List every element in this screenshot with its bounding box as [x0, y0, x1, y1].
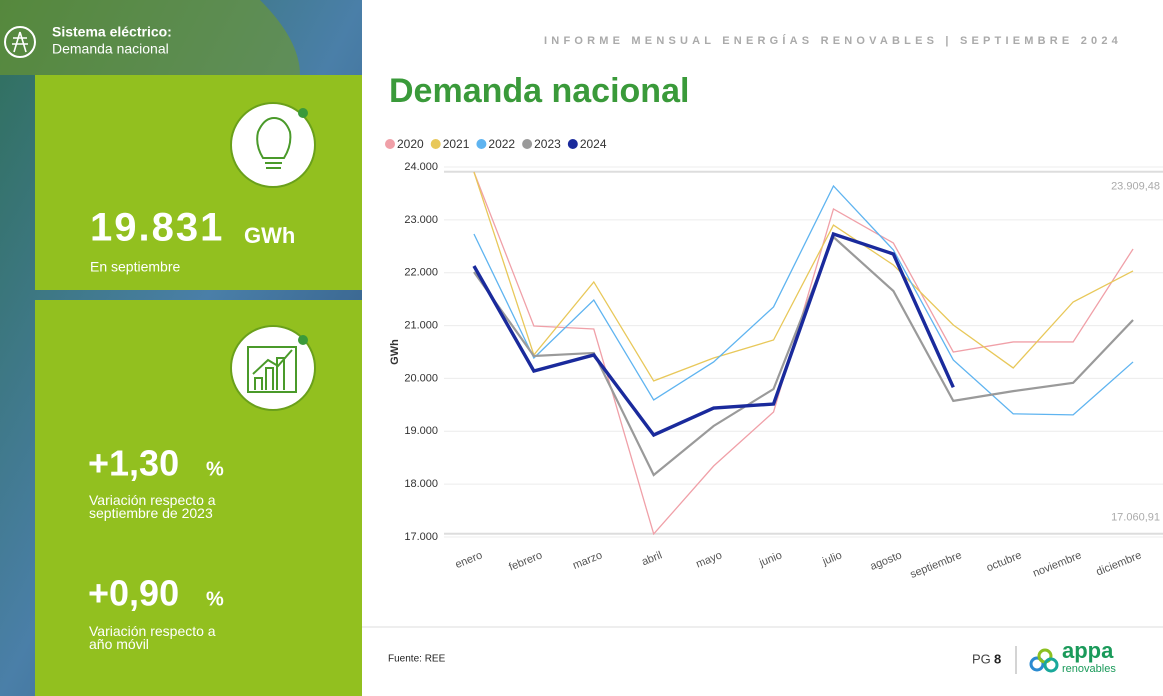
legend-swatch	[567, 139, 578, 149]
var2-value: +0,90	[88, 573, 179, 614]
kpi-caption: En septiembre	[90, 259, 180, 275]
var2-caption: Variación respecto a año móvil	[89, 625, 216, 652]
logo-ring	[1029, 656, 1045, 672]
logo-ring	[1043, 657, 1059, 673]
series-line	[473, 184, 1134, 416]
header-icon	[4, 26, 36, 58]
page-prefix: PG	[972, 651, 991, 666]
photo-foliage	[0, 0, 300, 75]
dot	[298, 335, 308, 345]
y-tick-label: 24.000	[404, 161, 438, 173]
var1-caption-box: Variación respecto a septiembre de 2023	[89, 494, 216, 521]
y-tick-label: 19.000	[404, 425, 438, 437]
series-line	[473, 171, 1134, 382]
legend-label: 2023	[534, 137, 561, 151]
chart-title: Demanda nacional	[389, 72, 689, 110]
bulb-icon	[256, 116, 292, 169]
y-axis-label: GWh	[389, 339, 401, 365]
logo-main: appa	[1062, 638, 1114, 663]
legend-swatch	[522, 139, 533, 149]
content-bg	[362, 0, 1163, 696]
legend-label: 2024	[580, 137, 607, 151]
dot	[298, 108, 308, 118]
var1-value: +1,30	[88, 443, 179, 484]
report-title: INFORME MENSUAL ENERGÍAS RENOVABLES | SE…	[544, 34, 1122, 47]
kpi-value: 19.831	[90, 206, 224, 250]
var2-unit: %	[206, 588, 224, 610]
y-tick-label: 20.000	[404, 372, 438, 384]
series-line	[472, 231, 955, 438]
legend-label: 2020	[397, 137, 424, 151]
reference-label: 23.909,48	[1111, 181, 1160, 193]
section: Sistema eléctrico:	[52, 24, 172, 40]
reference-label: 17.060,91	[1111, 512, 1160, 524]
kpi-unit: GWh	[244, 223, 295, 248]
var2-caption-box: Variación respecto a año móvil	[89, 625, 216, 652]
y-tick-label: 21.000	[404, 319, 438, 331]
series-line	[473, 235, 1134, 477]
y-tick-label: 17.000	[404, 531, 438, 543]
logo-sub: renovables	[1062, 663, 1116, 675]
y-tick-label: 23.000	[404, 214, 438, 226]
y-tick-label: 22.000	[404, 267, 438, 279]
pylon-icon	[12, 31, 28, 53]
y-tick-label: 18.000	[404, 478, 438, 490]
legend-label: 2022	[488, 137, 515, 151]
subsection: Demanda nacional	[52, 41, 169, 57]
growth-icon	[247, 346, 297, 393]
legend-swatch	[430, 139, 441, 149]
var1-unit: %	[206, 458, 224, 480]
legend-swatch	[476, 139, 487, 149]
page-number: 8	[994, 651, 1001, 666]
legend-label: 2021	[443, 137, 470, 151]
var1-caption: Variación respecto a septiembre de 2023	[89, 494, 216, 521]
bulb-circle	[230, 102, 316, 188]
legend-swatch	[385, 139, 395, 149]
kpi-panel	[35, 75, 362, 290]
source: Fuente: REE	[388, 654, 446, 665]
